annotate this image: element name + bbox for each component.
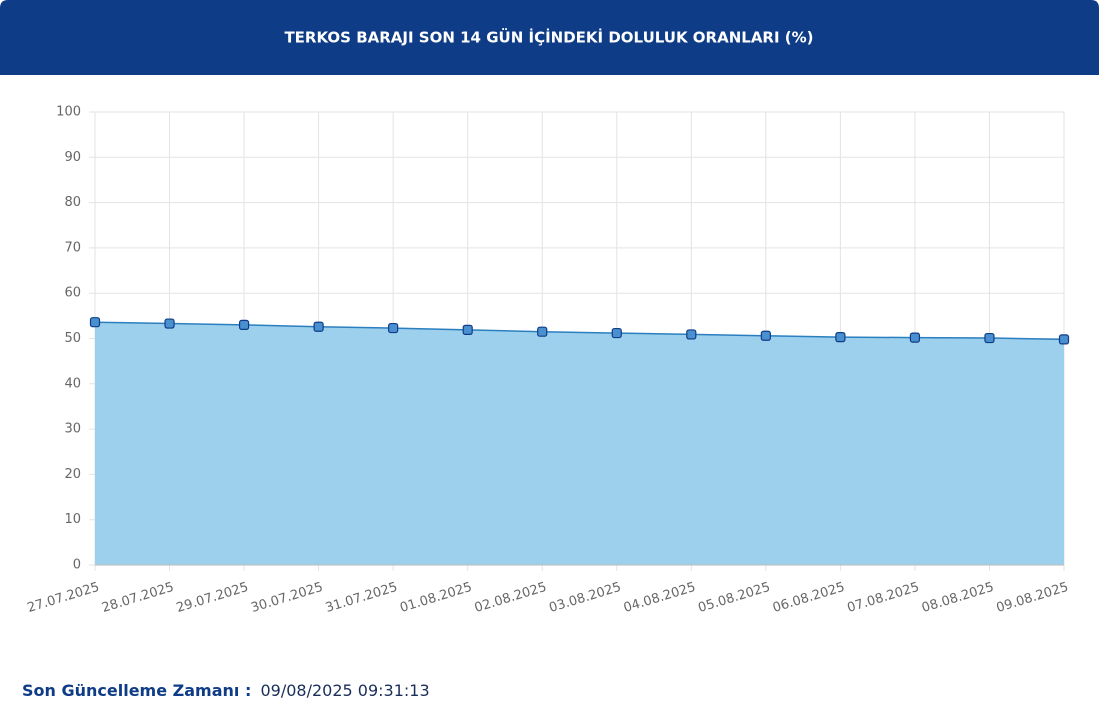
marker [1058, 334, 1070, 345]
marker [835, 332, 846, 343]
marker [984, 332, 995, 344]
x-tick-label: 04.08.2025 [622, 580, 698, 616]
y-tick-label: 60 [64, 286, 81, 301]
x-tick-label: 03.08.2025 [547, 580, 623, 616]
y-tick-label: 100 [56, 105, 81, 120]
x-tick-label: 02.08.2025 [473, 580, 549, 616]
x-tick-label: 01.08.2025 [398, 580, 474, 616]
marker [462, 324, 473, 335]
y-tick-label: 40 [64, 376, 81, 391]
y-tick-label: 0 [73, 558, 81, 573]
y-tick-label: 30 [64, 422, 81, 437]
x-tick-label: 07.08.2025 [846, 580, 922, 616]
y-tick-label: 90 [64, 150, 81, 165]
x-tick-label: 31.07.2025 [324, 580, 400, 616]
footer: Son Güncelleme Zamanı : 09/08/2025 09:31… [22, 681, 430, 700]
y-tick-label: 70 [64, 240, 81, 255]
marker [760, 330, 771, 341]
marker [388, 322, 399, 334]
y-tick-label: 80 [64, 195, 81, 210]
x-tick-label: 05.08.2025 [696, 580, 772, 616]
marker [238, 319, 250, 331]
x-tick-label: 30.07.2025 [249, 580, 325, 616]
footer-value: 09/08/2025 09:31:13 [260, 681, 429, 700]
y-tick-label: 50 [64, 331, 81, 346]
x-tick-label: 06.08.2025 [771, 580, 847, 616]
y-tick-label: 10 [64, 512, 81, 527]
chart-title: TERKOS BARAJI SON 14 GÜN İÇİNDEKİ DOLULU… [284, 28, 813, 47]
marker [686, 329, 697, 340]
marker [537, 326, 548, 337]
line [94, 321, 1065, 341]
x-tick-label: 09.08.2025 [995, 580, 1071, 616]
x-tick-label: 28.07.2025 [100, 580, 176, 616]
marker [313, 321, 324, 332]
x-tick-label: 08.08.2025 [920, 580, 996, 616]
marker [611, 327, 622, 339]
x-tick-label: 27.07.2025 [26, 580, 102, 616]
y-tick-label: 20 [64, 467, 81, 482]
area [95, 322, 1064, 565]
marker [164, 318, 175, 329]
x-tick-label: 29.07.2025 [175, 580, 251, 616]
header-bar [0, 0, 1099, 75]
marker [909, 332, 921, 343]
marker [89, 317, 101, 328]
footer-label: Son Güncelleme Zamanı : [22, 681, 251, 700]
